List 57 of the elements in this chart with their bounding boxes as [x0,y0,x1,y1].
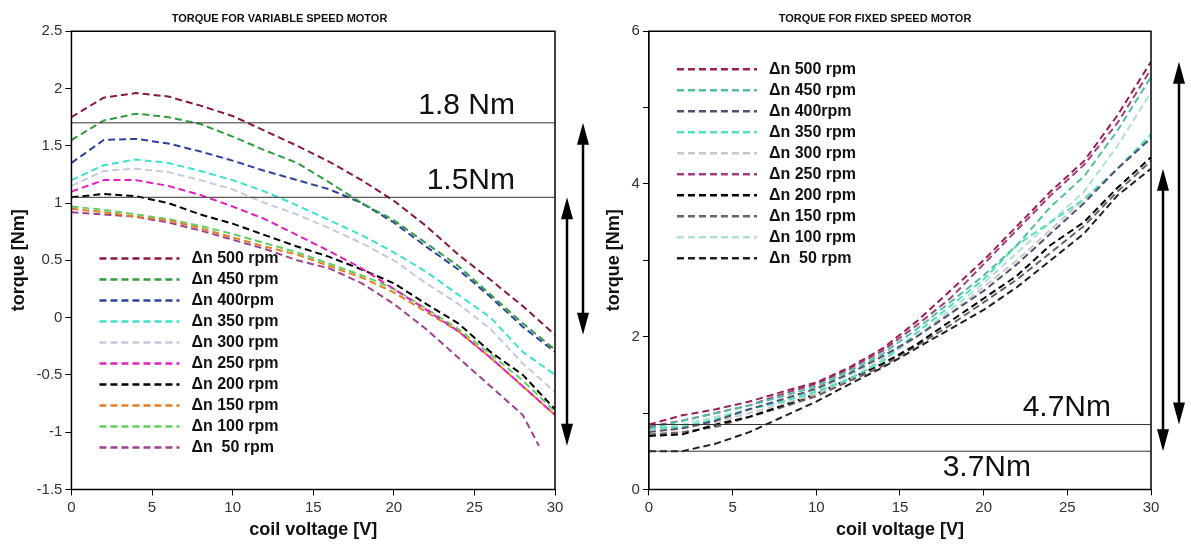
y-tick-label: 0.5 [41,250,63,268]
legend-label: Δn 50 rpm [191,437,275,455]
x-tick-label: 30 [1142,497,1160,515]
ref-line-label: 1.5Nm [426,161,515,195]
chart-title: TORQUE FOR FIXED SPEED MOTOR [778,11,972,24]
legend-label: Δn 350 rpm [768,122,857,140]
y-tick-label: 1.5 [41,135,63,153]
legend-label: Δn 200 rpm [768,185,857,203]
x-tick-label: 20 [385,497,403,515]
legend-label: Δn 500 rpm [191,248,279,266]
legend-label: Δn 250 rpm [768,164,857,182]
legend-label: Δn 300 rpm [768,143,857,161]
ref-line-label: 1.8 Nm [418,87,515,121]
y-tick-label: 4 [631,174,640,192]
y-tick-label: -1.5 [36,479,63,497]
x-tick-label: 25 [1058,497,1076,515]
legend-label: Δn 350 rpm [191,311,279,329]
legend-label: Δn 400rpm [768,101,852,119]
x-tick-label: 15 [304,497,322,515]
x-tick-label: 5 [147,497,157,515]
y-tick-label: 2 [54,78,63,96]
legend-label: Δn 250 rpm [191,353,279,371]
ref-line-label: 3.7Nm [942,449,1031,483]
legend-label: Δn 150 rpm [191,395,279,413]
y-axis-title: torque [Nm] [602,209,623,312]
y-tick-label: 2.5 [41,21,63,39]
y-tick-label: 1 [54,193,63,211]
y-tick-label: 6 [631,21,640,39]
legend-label: Δn 100 rpm [191,416,279,434]
y-tick-label: -1 [49,422,63,440]
legend-label: Δn 100 rpm [768,227,857,245]
y-tick-label: 2 [631,326,640,344]
x-tick-label: 10 [807,497,825,515]
legend-label: Δn 200 rpm [191,374,279,392]
x-tick-label: 10 [224,497,241,515]
x-tick-label: 25 [466,497,483,515]
y-axis-title: torque [Nm] [7,209,28,312]
x-tick-label: 5 [728,497,737,515]
chart-title: TORQUE FOR VARIABLE SPEED MOTOR [171,11,388,24]
legend-label: Δn 450 rpm [768,80,857,98]
x-tick-label: 30 [546,497,564,515]
x-tick-label: 15 [891,497,909,515]
legend-label: Δn 400rpm [191,290,275,308]
legend-label: Δn 300 rpm [191,332,279,350]
legend-label: Δn 500 rpm [768,59,857,77]
x-axis-title: coil voltage [V] [249,519,378,540]
legend-label: Δn 450 rpm [191,269,279,287]
x-tick-label: 0 [644,497,654,515]
y-tick-label: 0 [54,307,63,325]
x-tick-label: 0 [67,497,76,515]
x-tick-label: 20 [975,497,992,515]
legend-label: Δn 50 rpm [768,248,852,266]
x-axis-title: coil voltage [V] [835,519,964,540]
ref-line-label: 4.7Nm [1022,388,1111,422]
y-tick-label: -0.5 [36,364,63,382]
y-tick-label: 0 [631,479,640,497]
legend-label: Δn 150 rpm [768,206,857,224]
